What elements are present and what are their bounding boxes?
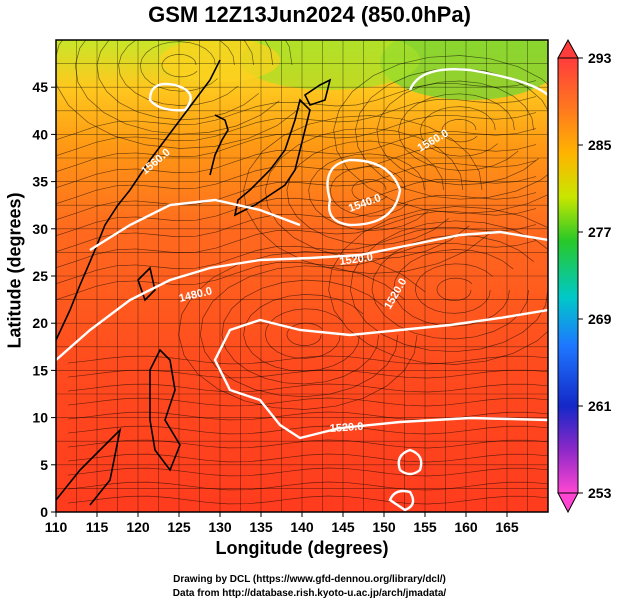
x-tick-label: 150 [372,519,396,535]
streamline-swirl [243,294,364,372]
y-tick-label: 20 [32,315,48,331]
contour-1540 [326,158,402,227]
streamline-westerly [56,96,537,157]
colorbar-tick-label: 285 [588,137,612,153]
green-band-n [240,40,420,90]
lat-lon-grid [56,40,548,512]
y-axis-ticks: 0 5 10 15 20 25 30 35 40 45 [32,79,56,520]
streamline-swirl [441,119,478,143]
contour-1480 [56,230,548,361]
y-tick-label: 35 [32,174,48,190]
x-tick-label: 135 [249,519,273,535]
streamline-westerly [56,208,537,269]
hokkaido-outline [303,78,332,106]
y-tick-label: 10 [32,410,48,426]
x-tick-label: 130 [208,519,232,535]
contour-1560-ne [408,68,548,96]
contour-label-1520-c: 1520.0 [329,421,363,435]
streamline-swirl [398,93,519,171]
colorbar-tick-label: 277 [588,224,612,240]
streamline-swirl [419,106,498,157]
streamline-swirl [333,55,548,214]
streamline-easterly [67,355,548,365]
coast-china [56,59,221,341]
streamline-swirl [308,153,429,231]
colorbar-tick-label: 261 [588,398,612,414]
x-tick-label: 145 [331,519,355,535]
streamline-swirl [161,54,198,78]
streamline-swirl [349,220,548,353]
streamline-swirl [118,40,239,106]
colorbar-gradient [557,57,579,494]
x-axis-ticks: 110 115 120 125 130 135 140 145 150 155 160 165 [45,512,519,535]
contour-1520 [213,308,548,440]
y-tick-label: 15 [32,362,48,378]
colorbar: 293 285 277 269 261 253 [557,38,612,514]
colorbar-tick-label: 293 [588,50,612,66]
streamline-westerly [56,192,537,253]
height-contours [56,68,548,512]
coast-korea [209,114,229,176]
y-tick-label: 0 [40,504,48,520]
y-axis-label: Latitude (degrees) [4,192,25,349]
streamline-easterly [67,439,548,449]
credit-data: Data from http://database.rish.kyoto-u.a… [172,588,447,599]
y-tick-label: 5 [40,457,48,473]
streamline-easterly [67,481,548,491]
streamline-swirl [221,279,385,385]
streamline-westerly [56,240,537,301]
japan-outline [233,98,311,217]
x-tick-label: 120 [126,519,150,535]
streamline-easterly [67,453,548,463]
y-tick-label: 40 [32,126,48,142]
x-axis-label: Longitude (degrees) [215,538,389,558]
streamline-swirl [264,308,343,359]
x-tick-label: 115 [86,519,109,535]
streamline-swirl [139,41,218,92]
streamline-swirl [243,115,491,274]
x-tick-label: 160 [454,519,478,535]
streamline-swirl [199,265,405,398]
streamline-swirl [414,263,493,314]
chart-title: GSM 12Z13Jun2024 (850.0hPa) [148,2,471,27]
x-tick-label: 155 [413,519,437,535]
streamline-swirl [74,40,280,135]
streamline-westerly [56,144,537,205]
streamline-swirl [96,40,260,121]
streamline-easterly [67,495,548,505]
streamline-easterly [67,383,548,393]
contour-label-1520-a: 1520.0 [339,251,374,268]
philippines-outline [149,348,181,472]
streamline-westerly [56,80,537,141]
contour-low-south-1 [397,448,423,476]
streamline-swirl [56,40,301,149]
y-tick-label: 25 [32,268,48,284]
streamline-westerly [56,224,537,285]
x-tick-label: 165 [495,519,519,535]
contour-1560-north [148,82,192,112]
streamline-easterly [67,411,548,421]
streamline-swirl [436,277,473,301]
x-tick-label: 110 [45,519,68,535]
streamline-westerly [56,128,537,189]
x-tick-label: 125 [167,519,191,535]
y-tick-label: 30 [32,221,48,237]
colorbar-ticks: 293 285 277 269 261 253 [578,50,612,501]
streamline-swirl [329,166,408,217]
x-tick-label: 140 [290,519,314,535]
colorbar-bottom-arrow [557,492,579,514]
y-tick-label: 45 [32,79,48,95]
colorbar-tick-label: 269 [588,311,612,327]
contour-low-south-2 [388,489,415,512]
streamline-westerly [56,176,537,237]
coast-borneo [56,427,122,506]
streamline-swirl [328,206,548,365]
colorbar-top-arrow [557,38,579,59]
streamline-easterly [67,397,548,407]
map-figure: 1480.0 1520.0 1520.0 1520.0 1540.0 1560.… [32,38,612,535]
streamline-easterly [67,467,548,477]
credit-drawing: Drawing by DCL (https://www.gfd-dennou.o… [173,574,446,585]
colorbar-tick-label: 253 [588,485,612,501]
contour-1480-north [89,198,301,252]
